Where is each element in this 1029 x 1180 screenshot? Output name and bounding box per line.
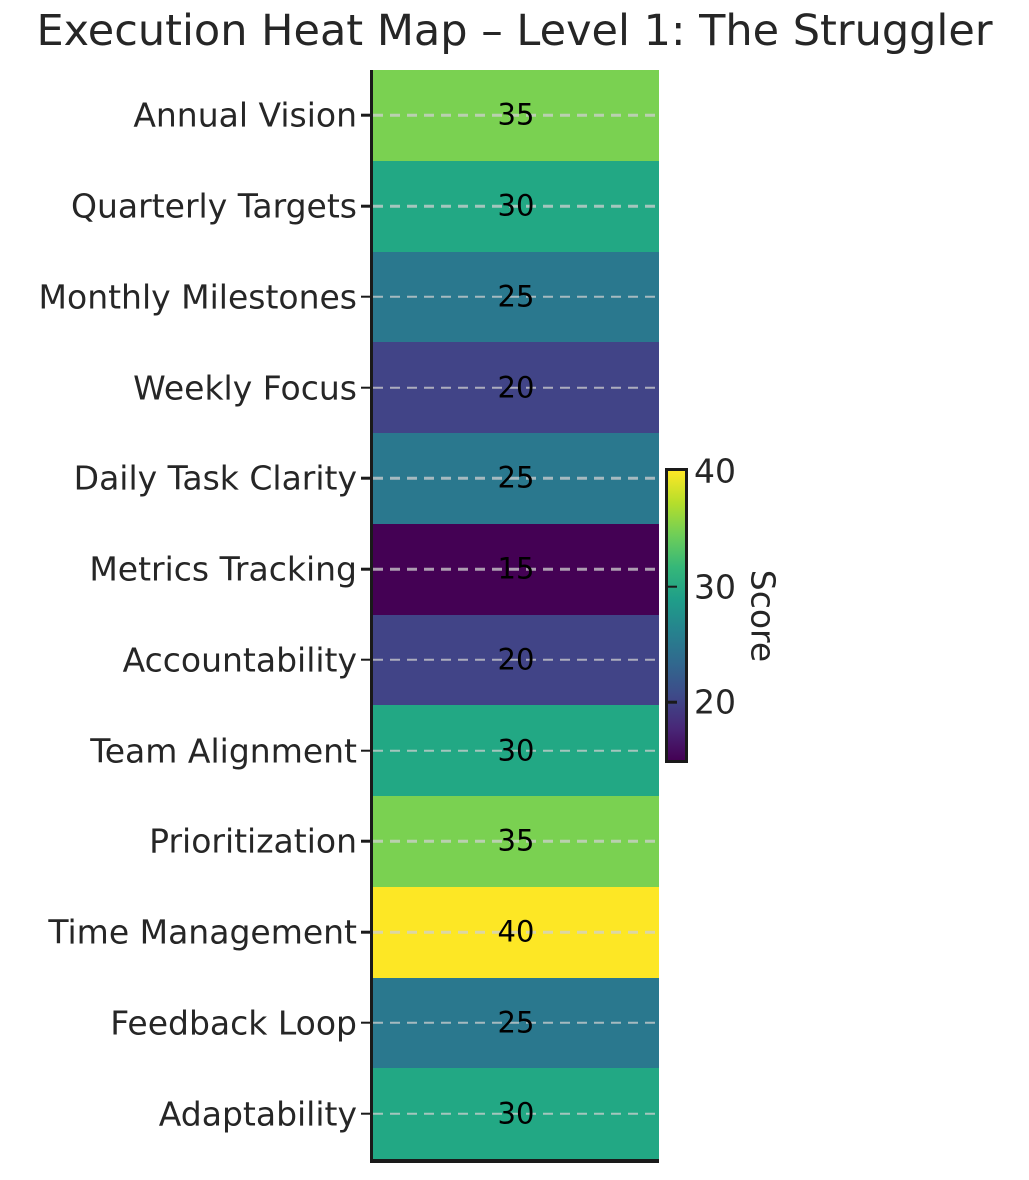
heatmap-cell: 30 — [373, 1068, 659, 1159]
heatmap-cell: 30 — [373, 705, 659, 796]
colorbar-ticklabel: 20 — [694, 682, 736, 722]
category-label: Feedback Loop — [110, 1003, 357, 1043]
y-axis-tick — [361, 386, 370, 389]
cell-value: 25 — [497, 279, 535, 314]
y-axis-tick — [361, 114, 370, 117]
heatmap-cell: 25 — [373, 433, 659, 524]
gridline — [373, 567, 659, 571]
y-axis-tick — [361, 567, 370, 571]
category-label: Adaptability — [158, 1094, 357, 1134]
cell-value: 40 — [497, 914, 535, 949]
colorbar-tick — [668, 700, 677, 704]
category-label: Daily Task Clarity — [73, 458, 357, 498]
cell-value: 20 — [497, 642, 535, 677]
gridline — [373, 658, 659, 662]
cell-value: 30 — [497, 1096, 535, 1131]
cell-value: 25 — [497, 460, 535, 495]
heatmap-cell: 20 — [373, 342, 659, 433]
gridline — [373, 1021, 659, 1025]
y-axis-tick — [361, 840, 370, 843]
y-axis-tick — [361, 749, 370, 752]
y-axis-tick — [361, 930, 370, 934]
colorbar-label: Score — [743, 569, 783, 663]
category-label: Metrics Tracking — [89, 549, 357, 589]
gridline — [373, 295, 659, 299]
cell-value: 25 — [497, 1005, 535, 1040]
category-label: Accountability — [122, 640, 357, 680]
y-axis-tick — [361, 1112, 370, 1115]
cell-value: 30 — [497, 733, 535, 768]
heatmap-cell: 25 — [373, 977, 659, 1069]
heatmap-cell: 30 — [373, 160, 659, 252]
heatmap-cell: 40 — [373, 886, 659, 978]
y-axis-labels: Annual Vision Quarterly Targets Monthly Mi… — [0, 70, 357, 1159]
heatmap-cell: 35 — [373, 70, 659, 161]
gridline — [373, 749, 659, 752]
gridline — [373, 386, 659, 389]
y-axis-tick — [361, 1021, 370, 1025]
category-label: Monthly Milestones — [38, 277, 357, 317]
gridline — [373, 204, 659, 208]
gridline — [373, 477, 659, 480]
cell-value: 35 — [497, 97, 535, 132]
heatmap-cell: 35 — [373, 796, 659, 887]
y-axis-tick — [361, 295, 370, 299]
colorbar-ticklabel: 40 — [694, 451, 736, 491]
heatmap-cell: 25 — [373, 251, 659, 343]
chart-title: Execution Heat Map – Level 1: The Strugg… — [36, 6, 993, 56]
category-label: Time Management — [48, 912, 357, 952]
cell-value: 20 — [497, 370, 535, 405]
heatmap-cell: 20 — [373, 614, 659, 706]
heatmap-plot: 35 30 25 20 25 15 20 30 35 40 25 30 — [361, 70, 659, 1163]
heatmap-cell: 15 — [373, 523, 659, 615]
colorbar — [665, 468, 688, 763]
colorbar-ticklabel: 30 — [694, 567, 736, 607]
cell-value: 30 — [497, 188, 535, 223]
y-axis-tick — [361, 477, 370, 480]
colorbar-tick — [668, 585, 677, 588]
category-label: Prioritization — [149, 821, 357, 861]
category-label: Team Alignment — [90, 731, 357, 771]
gridline — [373, 930, 659, 934]
category-label: Weekly Focus — [133, 368, 357, 408]
cell-value: 35 — [497, 823, 535, 858]
y-axis-tick — [361, 204, 370, 208]
gridline — [373, 840, 659, 843]
category-label: Quarterly Targets — [71, 186, 357, 226]
cell-value: 15 — [497, 551, 535, 586]
gridline — [373, 1112, 659, 1115]
gridline — [373, 114, 659, 117]
category-label: Annual Vision — [133, 95, 357, 135]
y-axis-tick — [361, 658, 370, 662]
